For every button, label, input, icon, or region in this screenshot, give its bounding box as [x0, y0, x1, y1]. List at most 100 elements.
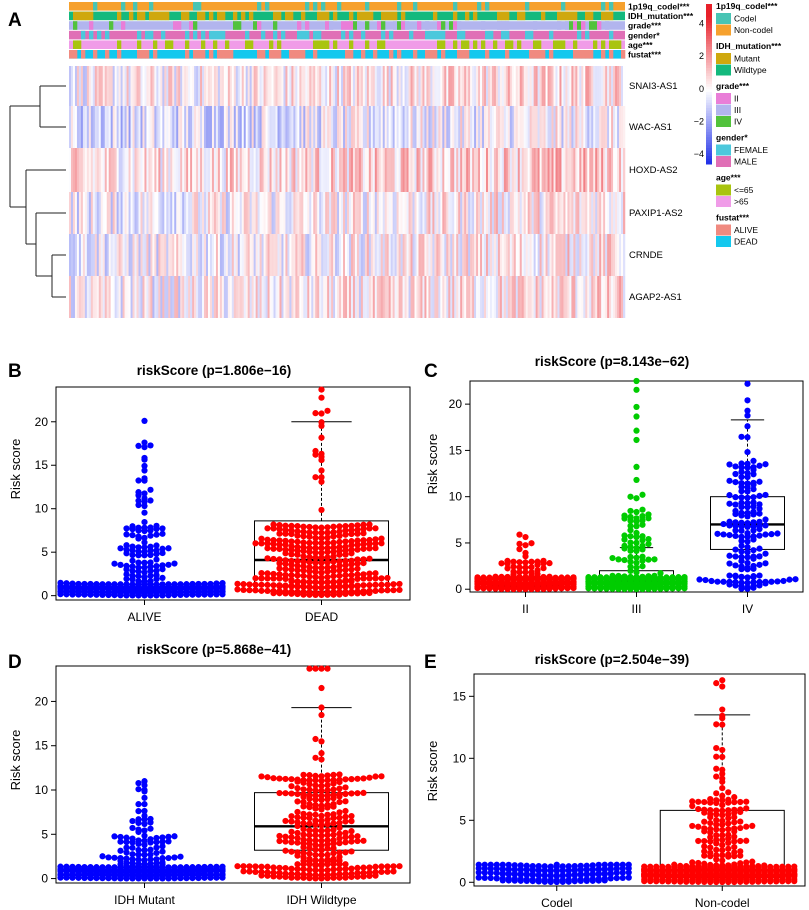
heatmap-cell — [414, 106, 417, 148]
heatmap-cell — [597, 192, 600, 234]
data-point — [135, 786, 142, 793]
heatmap-cell — [480, 148, 483, 192]
x-tick-label: II — [522, 602, 529, 616]
heatmap-cell — [519, 66, 522, 106]
data-point — [294, 572, 301, 579]
heatmap-cell — [259, 66, 262, 106]
data-point — [288, 578, 295, 585]
heatmap-cell — [335, 106, 338, 148]
heatmap-cell — [382, 106, 385, 148]
heatmap-cell — [495, 148, 499, 192]
data-point — [475, 869, 482, 876]
data-point — [731, 819, 738, 826]
heatmap-cell — [531, 106, 534, 148]
data-point — [591, 574, 598, 581]
heatmap-cell — [402, 276, 405, 318]
data-point — [135, 544, 142, 551]
data-point — [657, 574, 664, 581]
heatmap-cell — [84, 148, 88, 192]
data-point — [312, 827, 319, 834]
heatmap-cell — [269, 148, 272, 192]
heatmap-cell — [263, 276, 266, 318]
heatmap-cell — [402, 234, 405, 276]
heatmap-cell — [96, 66, 100, 106]
heatmap-cell — [136, 66, 139, 106]
heatmap-cell — [160, 234, 163, 276]
data-point — [87, 871, 94, 878]
heatmap-cell — [543, 148, 546, 192]
annotation-cell — [313, 40, 318, 49]
heatmap-cell — [489, 66, 493, 106]
data-point — [276, 565, 283, 572]
data-point — [366, 589, 373, 597]
heatmap-cell — [378, 192, 382, 234]
data-point — [336, 583, 343, 591]
heatmap-cell — [374, 234, 378, 276]
data-point — [744, 464, 751, 471]
heatmap-cell — [529, 234, 532, 276]
data-point — [159, 545, 166, 552]
data-point — [366, 864, 373, 871]
heatmap-cell — [319, 234, 322, 276]
data-point — [641, 878, 648, 885]
heatmap-cell — [204, 234, 207, 276]
annotation-cell — [109, 21, 114, 30]
data-point — [738, 473, 745, 481]
data-point — [529, 862, 536, 870]
data-point — [159, 834, 166, 841]
data-point — [135, 856, 142, 863]
data-point — [756, 525, 763, 533]
heatmap-cell — [271, 276, 274, 318]
annotation-cell — [389, 30, 394, 40]
heatmap-cell — [464, 276, 467, 318]
data-point — [597, 574, 604, 581]
data-point — [750, 555, 757, 562]
heatmap-cell — [450, 234, 453, 276]
heatmap-cell — [458, 276, 461, 318]
data-point — [671, 878, 678, 885]
heatmap-cell — [174, 66, 177, 106]
data-point — [732, 562, 739, 569]
chart-title: riskScore (p=5.868e−41) — [137, 642, 292, 657]
annotation-cell — [197, 50, 202, 59]
heatmap-cell — [305, 192, 308, 234]
data-point — [621, 583, 628, 590]
y-tick-label: 10 — [35, 502, 49, 516]
heatmap-cell — [493, 148, 497, 192]
data-point — [147, 584, 154, 591]
data-point — [153, 562, 160, 570]
heatmap-cell — [211, 192, 215, 234]
data-point — [707, 876, 714, 883]
heatmap-cell — [347, 66, 350, 106]
data-point — [264, 581, 271, 589]
annotation-cell — [397, 21, 402, 30]
heatmap-cell — [555, 234, 558, 276]
data-point — [123, 838, 130, 846]
data-point — [117, 861, 124, 868]
data-point — [396, 580, 403, 588]
data-point — [294, 829, 301, 837]
data-point — [669, 574, 676, 581]
heatmap-cell — [487, 192, 491, 234]
data-point — [558, 578, 565, 585]
heatmap-cell — [609, 66, 612, 106]
data-point — [135, 846, 142, 854]
heatmap-cell — [317, 192, 320, 234]
heatmap-cell — [208, 66, 211, 106]
data-point — [396, 586, 403, 594]
annotation-cell — [89, 21, 94, 30]
heatmap-cell — [472, 106, 475, 148]
data-point — [294, 874, 301, 881]
heatmap-cell — [303, 106, 306, 148]
heatmap-cell — [235, 106, 239, 148]
heatmap-cell — [370, 234, 374, 276]
data-point — [540, 579, 547, 586]
heatmap-cell — [499, 192, 503, 234]
heatmap-cell — [539, 276, 542, 318]
heatmap-cell — [382, 192, 385, 234]
colorbar-tick: 4 — [699, 19, 704, 29]
heatmap-cell — [617, 106, 620, 148]
heatmap-cell — [613, 276, 616, 318]
data-point — [147, 567, 154, 575]
heatmap-cell — [360, 66, 364, 106]
